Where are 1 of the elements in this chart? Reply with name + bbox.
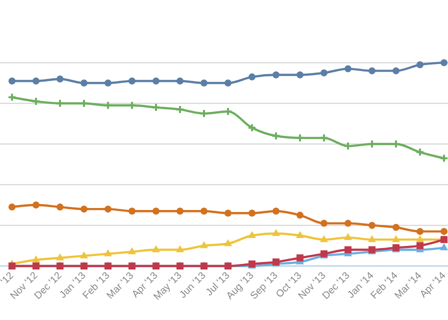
x-tick-label: '12 <box>0 270 16 288</box>
